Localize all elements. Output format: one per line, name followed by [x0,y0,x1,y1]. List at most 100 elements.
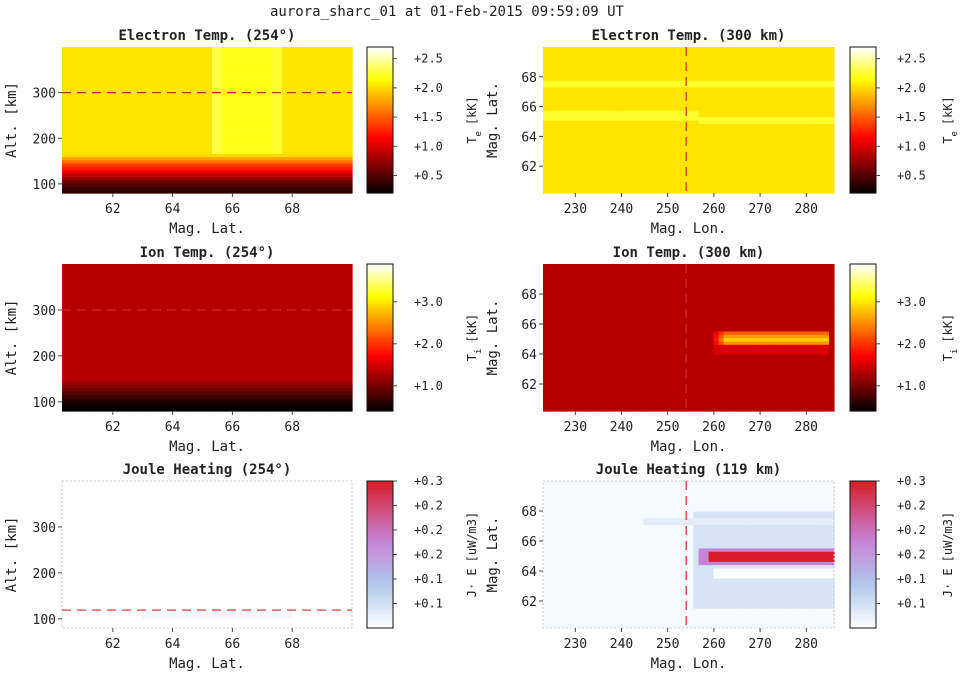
heatmap-cell [87,173,93,178]
heatmap-cell [157,133,163,138]
heatmap-cell [107,156,113,161]
heatmap-cell [107,63,113,68]
heatmap-cell [242,47,248,51]
x-tick-label: 66 [225,202,241,217]
heatmap-cell [172,53,178,58]
heatmap-cell [87,146,93,151]
heatmap-cell [122,56,128,61]
heatmap-cell [77,156,83,161]
heatmap-cell [548,47,554,51]
heatmap-cell [167,159,173,164]
heatmap-cell [132,70,138,75]
heatmap-cell [77,176,83,181]
heatmap-cell [117,116,123,121]
heatmap-cell [177,156,183,161]
heatmap-cell [117,149,123,154]
heatmap-cell [92,116,98,121]
heatmap-cell [97,156,103,161]
heatmap-cell [92,103,98,108]
heatmap-cell [112,189,118,194]
heatmap-cell [122,189,128,194]
heatmap-cell [137,73,143,78]
heatmap-cell [162,149,168,154]
heatmap-cell [142,76,148,81]
heatmap-cell [152,50,158,55]
heatmap-cell [62,149,68,154]
heatmap-cell [102,86,108,91]
heatmap-cell [137,47,143,51]
heatmap-cell [117,53,123,58]
heatmap-cell [152,173,158,178]
heatmap-cell [102,106,108,111]
heatmap-cell [167,149,173,154]
heatmap-cell [122,96,128,101]
heatmap-cell [182,50,188,55]
heatmap-cell [62,120,68,124]
heatmap-cell [623,47,629,51]
heatmap-cell [132,50,138,55]
heatmap-cell [77,83,83,88]
heatmap-cell [122,73,128,78]
heatmap-cell [97,183,103,187]
heatmap-cell [177,86,183,91]
heatmap-cell [67,110,73,114]
heatmap-cell [147,163,153,168]
heatmap-cell [167,173,173,178]
heatmap-cell [768,47,775,51]
heatmap-cell [132,86,138,91]
heatmap-cell [77,179,83,184]
heatmap-cell [117,173,123,178]
colorbar-tick-label: +2.5 [414,52,443,66]
heatmap-cell [72,70,78,75]
heatmap-cell [167,139,173,144]
heatmap-cell [132,136,138,141]
heatmap-cell [142,189,148,194]
heatmap-cell [117,90,123,95]
heatmap-cell [167,60,173,65]
heatmap-cell [157,136,163,141]
heatmap-cell [92,113,98,118]
heatmap-cell [152,189,158,194]
heatmap-cell [142,126,148,131]
heatmap-cell [137,86,143,91]
heatmap-cell [62,100,68,105]
heatmap-cell [92,86,98,91]
heatmap-cell [92,63,98,68]
heatmap-cell [167,113,173,118]
heatmap-cell [127,110,133,114]
heatmap-cell [142,179,148,184]
heatmap-cell [172,60,178,65]
heatmap-cell [127,136,133,141]
heatmap-cell [142,120,148,124]
heatmap-cell [162,90,168,95]
heatmap-cell [152,80,158,85]
heatmap-cell [172,139,178,144]
heatmap-cell [82,116,88,121]
heatmap-cell [72,189,78,194]
heatmap-cell [152,103,158,108]
heatmap-cell [132,146,138,151]
heatmap-cell [147,176,153,181]
heatmap-cell [112,50,118,55]
heatmap-cell [132,183,138,187]
heatmap-cell [152,53,158,58]
heatmap-cell [317,47,323,51]
heatmap-cell [147,146,153,151]
heatmap-cell [147,159,153,164]
heatmap-cell [157,120,163,124]
heatmap-cell [62,163,68,168]
heatmap-cell [152,113,158,118]
heatmap-cell [87,169,93,174]
heatmap-cell [127,100,133,105]
heatmap-cell [182,116,188,121]
heatmap-cell [92,60,98,65]
heatmap-cell [62,189,68,194]
colorbar-tick-label: +2.0 [414,81,443,95]
heatmap-cell [167,66,173,71]
heatmap-cell [107,173,113,178]
heatmap-cell [87,156,93,161]
heatmap-cell [167,100,173,105]
heatmap-cell [132,90,138,95]
heatmap-cell [172,80,178,85]
heatmap-cell [107,86,113,91]
